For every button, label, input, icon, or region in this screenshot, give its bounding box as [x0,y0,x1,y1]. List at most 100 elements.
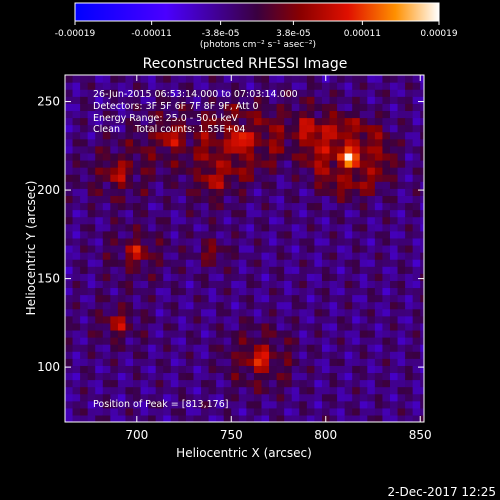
heatmap-cell [359,301,368,310]
heatmap-cell [261,400,270,409]
heatmap-cell [72,237,81,246]
y-tick-label: 100 [37,360,60,374]
heatmap-cell [337,386,346,395]
heatmap-cell [223,287,232,296]
heatmap-cell [201,181,210,189]
heatmap-cell [284,131,293,140]
heatmap-cell [155,259,164,267]
heatmap-cell [344,308,353,317]
heatmap-cell [253,259,263,267]
heatmap-cell [314,174,323,182]
heatmap-cell [117,365,127,374]
heatmap-cell [148,280,157,289]
heatmap-cell [125,386,134,395]
heatmap-cell [306,407,316,416]
heatmap-cell [133,223,142,232]
heatmap-cell [185,372,195,381]
heatmap-cell [208,407,217,416]
heatmap-cell [269,202,278,211]
heatmap-cell [389,103,399,112]
heatmap-cell [193,266,202,274]
heatmap-cell [216,230,225,239]
heatmap-cell [201,273,210,281]
heatmap-cell [352,244,361,253]
heatmap-cell [397,329,406,338]
heatmap-cell [337,89,346,97]
heatmap-cell [299,145,308,154]
heatmap-cell [412,315,421,324]
annotation-total-counts: Clean Total counts: 1.55E+04 [93,124,245,135]
heatmap-cell [133,195,142,204]
heatmap-cell [223,244,232,253]
heatmap-cell [405,244,414,253]
heatmap-cell [208,181,217,189]
heatmap-cell [344,344,353,352]
heatmap-cell [231,294,240,303]
heatmap-cell [291,244,300,253]
heatmap-cell [291,145,300,154]
heatmap-cell [155,351,164,359]
heatmap-cell [110,209,119,218]
heatmap-cell [374,237,384,246]
heatmap-cell [389,244,399,253]
heatmap-cell [276,117,285,126]
heatmap-cell [269,117,278,126]
heatmap-cell [291,103,300,112]
heatmap-cell [352,400,361,409]
heatmap-cell [420,386,424,395]
heatmap-cell [329,82,338,90]
heatmap-cell [87,202,96,211]
heatmap-cell [140,322,149,331]
heatmap-cell [261,407,270,416]
heatmap-cell [314,202,323,211]
heatmap-cell [344,372,353,381]
heatmap-cell [170,244,179,253]
heatmap-cell [246,103,255,112]
heatmap-cell [102,223,111,232]
heatmap-cell [261,174,270,182]
heatmap-cell [155,273,164,281]
heatmap-cell [253,294,263,303]
heatmap-cell [412,230,421,239]
heatmap-cell [223,75,232,83]
heatmap-cell [133,174,142,182]
heatmap-cell [314,237,323,246]
heatmap-cell [72,174,81,182]
heatmap-cell [102,75,111,83]
heatmap-cell [102,393,111,402]
heatmap-cell [299,400,308,409]
heatmap-cell [140,287,149,296]
heatmap-cell [208,244,217,253]
heatmap-cell [95,322,104,331]
heatmap-cell [117,372,127,381]
heatmap-cell [405,174,414,182]
heatmap-cell [306,124,316,133]
heatmap-cell [80,287,89,296]
heatmap-cell [367,407,376,416]
heatmap-cell [352,103,361,112]
heatmap-cell [306,145,316,154]
heatmap-cell [389,124,399,133]
heatmap-cell [321,329,331,338]
heatmap-cell [193,365,202,374]
heatmap-cell [367,273,376,281]
heatmap-cell [178,280,187,289]
heatmap-cell [208,259,217,267]
heatmap-cell [148,414,157,422]
heatmap-cell [125,379,134,388]
heatmap-cell [140,386,149,395]
heatmap-cell [337,329,346,338]
heatmap-cell [337,131,346,140]
heatmap-cell [238,400,247,409]
heatmap-cell [321,223,331,232]
heatmap-cell [389,138,399,147]
heatmap-cell [178,117,187,126]
heatmap-cell [185,167,195,175]
heatmap-cell [102,386,111,395]
heatmap-cell [367,152,376,161]
heatmap-cell [253,159,263,168]
heatmap-cell [321,159,331,168]
heatmap-cell [420,202,424,211]
heatmap-cell [133,209,142,218]
